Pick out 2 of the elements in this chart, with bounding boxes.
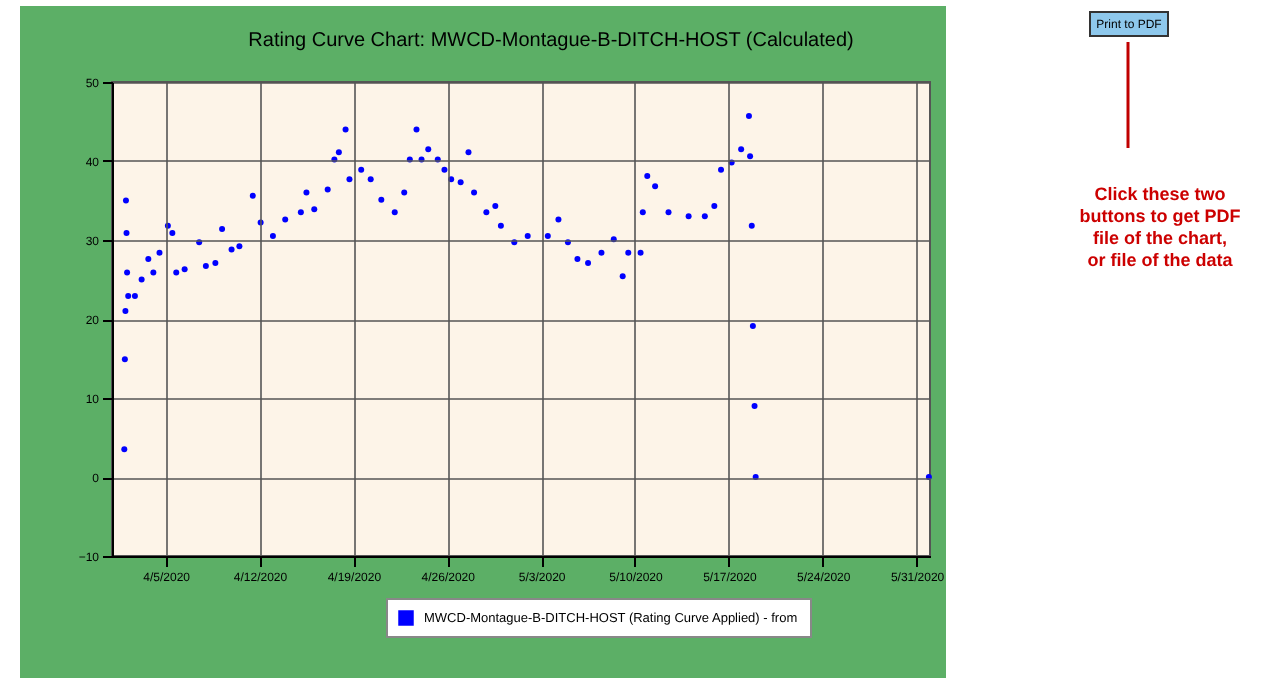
chart-title: Rating Curve Chart: MWCD-Montague-B-DITCH-HOST (Calculated) [248,30,854,52]
text: Click these two buttons to get PDF file of the chart, or file of the data [1079,184,1242,270]
